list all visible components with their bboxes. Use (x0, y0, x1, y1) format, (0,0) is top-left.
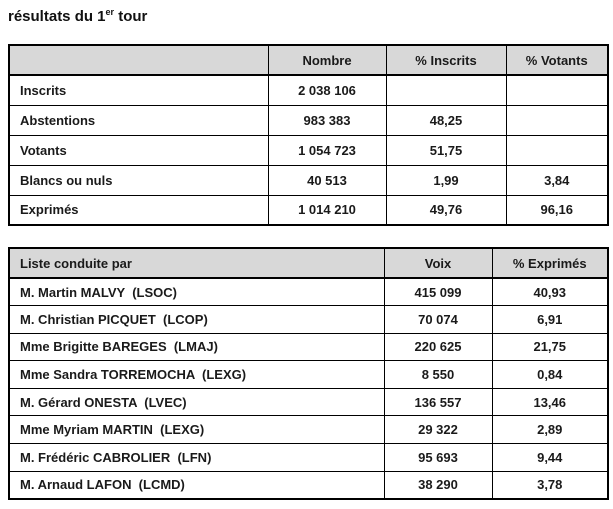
candidate-pct: 40,93 (491, 277, 609, 307)
row-nombre: 2 038 106 (267, 74, 387, 106)
row-label: Inscrits (8, 74, 269, 106)
results-header-liste: Liste conduite par (8, 247, 385, 279)
candidate-label: Mme Sandra TORREMOCHA (LEXG) (8, 360, 385, 389)
row-pct-votants: 96,16 (505, 194, 609, 226)
row-pct-inscrits: 1,99 (385, 164, 507, 196)
title-suffix: tour (114, 8, 148, 25)
summary-table: Nombre % Inscrits % Votants Inscrits 2 0… (8, 44, 609, 226)
row-pct-inscrits: 48,25 (385, 104, 507, 136)
candidate-voix: 415 099 (383, 277, 493, 307)
candidate-voix: 8 550 (383, 360, 493, 389)
summary-header-pct-inscrits: % Inscrits (385, 44, 507, 76)
page-title: résultats du 1er tour (8, 7, 147, 25)
table-row: M. Christian PICQUET (LCOP) 70 074 6,91 (8, 305, 609, 334)
row-pct-votants (505, 74, 609, 106)
summary-header-empty (8, 44, 269, 76)
table-row: Blancs ou nuls 40 513 1,99 3,84 (8, 164, 609, 196)
summary-header-row: Nombre % Inscrits % Votants (8, 44, 609, 76)
candidate-voix: 29 322 (383, 415, 493, 445)
results-header-row: Liste conduite par Voix % Exprimés (8, 247, 609, 279)
row-label: Blancs ou nuls (8, 164, 269, 196)
table-row: Inscrits 2 038 106 (8, 74, 609, 106)
candidate-voix: 38 290 (383, 470, 493, 500)
candidate-pct: 3,78 (491, 470, 609, 500)
candidate-label: M. Gérard ONESTA (LVEC) (8, 387, 385, 417)
summary-header-nombre: Nombre (267, 44, 387, 76)
title-superscript: er (105, 7, 115, 17)
candidate-voix: 95 693 (383, 443, 493, 472)
candidate-voix: 136 557 (383, 387, 493, 417)
candidate-voix: 70 074 (383, 305, 493, 334)
candidate-label: Mme Brigitte BAREGES (LMAJ) (8, 332, 385, 362)
row-pct-votants (505, 134, 609, 166)
row-nombre: 1 014 210 (267, 194, 387, 226)
title-prefix: résultats du 1 (8, 8, 106, 25)
candidate-pct: 0,84 (491, 360, 609, 389)
candidate-pct: 9,44 (491, 443, 609, 472)
candidate-pct: 13,46 (491, 387, 609, 417)
candidate-label: M. Martin MALVY (LSOC) (8, 277, 385, 307)
row-pct-votants (505, 104, 609, 136)
table-row: Abstentions 983 383 48,25 (8, 104, 609, 136)
row-nombre: 983 383 (267, 104, 387, 136)
table-row: Mme Brigitte BAREGES (LMAJ) 220 625 21,7… (8, 332, 609, 362)
table-row: M. Arnaud LAFON (LCMD) 38 290 3,78 (8, 470, 609, 500)
candidate-pct: 6,91 (491, 305, 609, 334)
summary-header-pct-votants: % Votants (505, 44, 609, 76)
table-row: Votants 1 054 723 51,75 (8, 134, 609, 166)
row-pct-inscrits (385, 74, 507, 106)
results-header-voix: Voix (383, 247, 493, 279)
candidate-voix: 220 625 (383, 332, 493, 362)
row-pct-votants: 3,84 (505, 164, 609, 196)
row-nombre: 1 054 723 (267, 134, 387, 166)
row-nombre: 40 513 (267, 164, 387, 196)
row-pct-inscrits: 51,75 (385, 134, 507, 166)
row-label: Abstentions (8, 104, 269, 136)
table-row: Exprimés 1 014 210 49,76 96,16 (8, 194, 609, 226)
results-header-pct-exprimes: % Exprimés (491, 247, 609, 279)
candidate-label: Mme Myriam MARTIN (LEXG) (8, 415, 385, 445)
candidate-pct: 21,75 (491, 332, 609, 362)
candidate-label: M. Frédéric CABROLIER (LFN) (8, 443, 385, 472)
row-label: Votants (8, 134, 269, 166)
table-row: M. Frédéric CABROLIER (LFN) 95 693 9,44 (8, 443, 609, 472)
results-table: Liste conduite par Voix % Exprimés M. Ma… (8, 247, 609, 500)
table-row: M. Martin MALVY (LSOC) 415 099 40,93 (8, 277, 609, 307)
row-label: Exprimés (8, 194, 269, 226)
candidate-pct: 2,89 (491, 415, 609, 445)
candidate-label: M. Arnaud LAFON (LCMD) (8, 470, 385, 500)
candidate-label: M. Christian PICQUET (LCOP) (8, 305, 385, 334)
table-row: Mme Sandra TORREMOCHA (LEXG) 8 550 0,84 (8, 360, 609, 389)
table-row: Mme Myriam MARTIN (LEXG) 29 322 2,89 (8, 415, 609, 445)
row-pct-inscrits: 49,76 (385, 194, 507, 226)
table-row: M. Gérard ONESTA (LVEC) 136 557 13,46 (8, 387, 609, 417)
